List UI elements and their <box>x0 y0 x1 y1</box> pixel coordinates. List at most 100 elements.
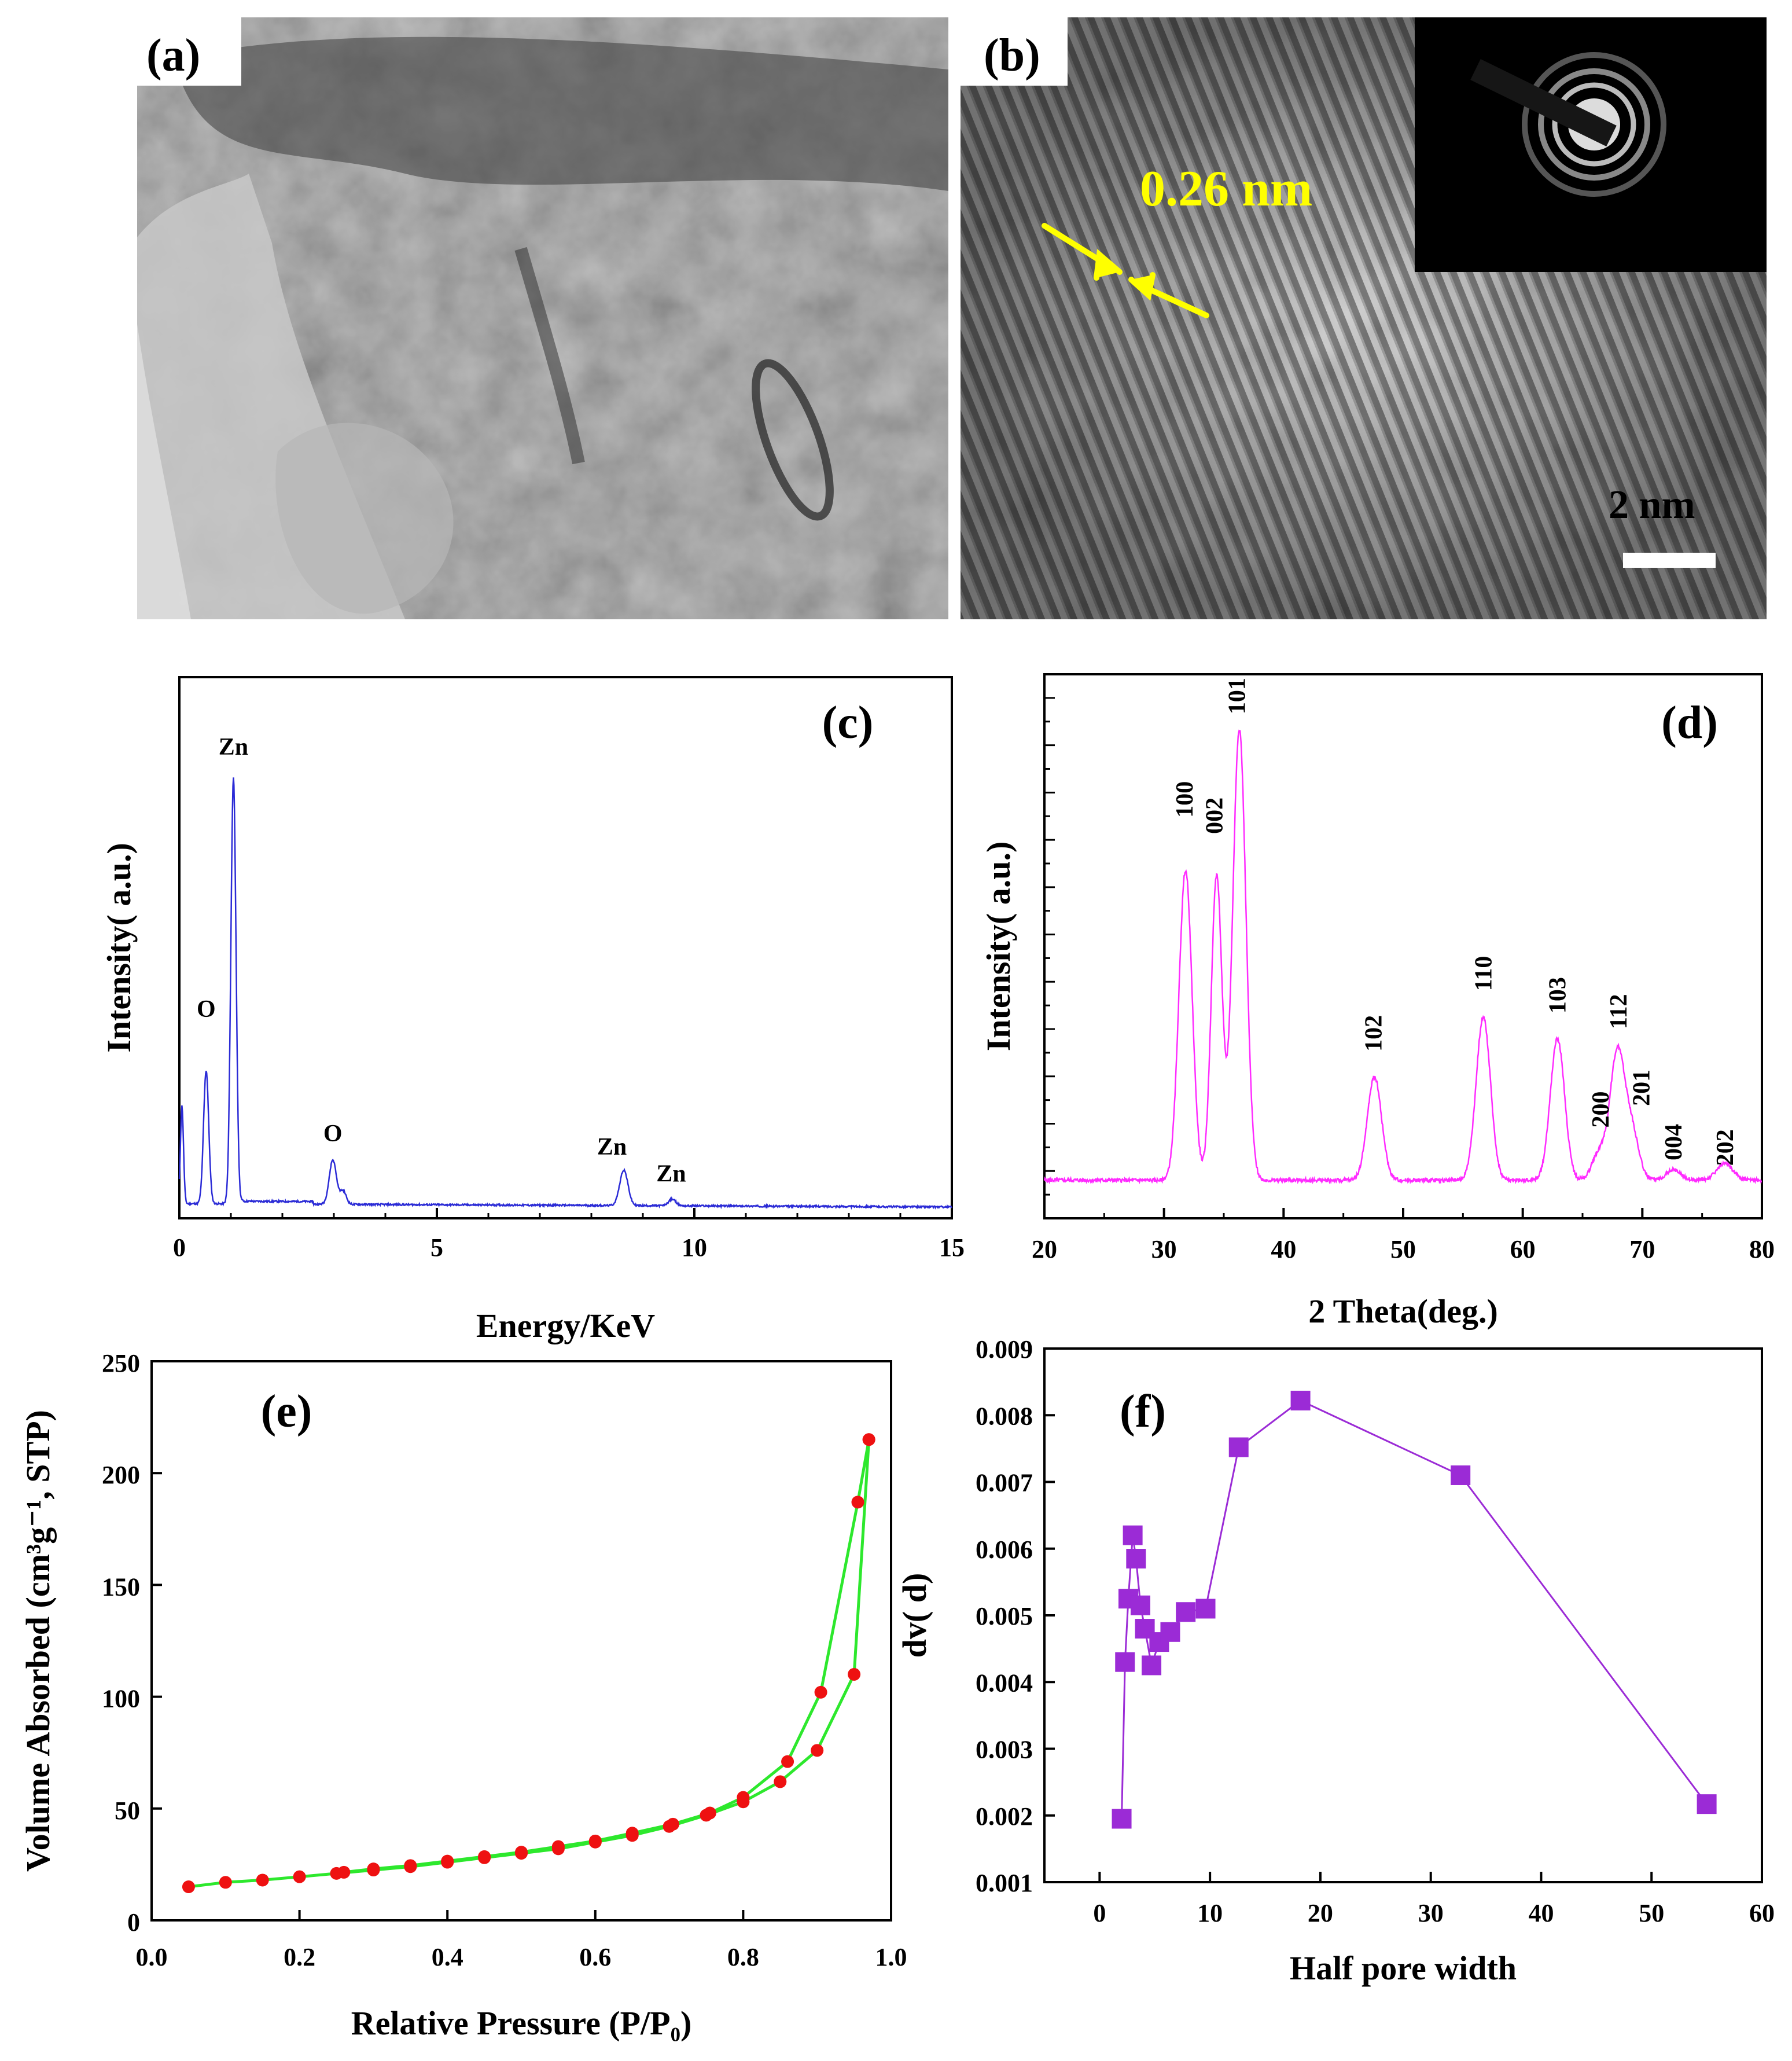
psd-point <box>1126 1549 1146 1568</box>
eds-spectrum-line <box>179 777 952 1208</box>
peak-label: 100 <box>1172 781 1198 818</box>
x-tick-label: 0 <box>1093 1899 1106 1927</box>
x-tick-label: 0.8 <box>727 1943 759 1971</box>
desorption-point <box>515 1846 528 1858</box>
desorption-point <box>863 1433 875 1446</box>
desorption-point <box>815 1686 827 1699</box>
x-axis-title: Relative Pressure (P/P₀) <box>351 2004 692 2042</box>
peak-label: 202 <box>1712 1129 1739 1166</box>
chart-f-pore-distribution: 0 10 20 30 40 50 60 0.001 0.002 0.003 0.004 0.005 0.… <box>896 1335 1775 1987</box>
x-tick-label: 30 <box>1151 1235 1177 1263</box>
y-tick-label: 0.003 <box>976 1736 1033 1764</box>
y-axis-title: Intensity( a.u.) <box>980 842 1017 1052</box>
y-tick-label: 100 <box>102 1685 140 1713</box>
desorption-point <box>552 1840 565 1853</box>
x-tick-label: 10 <box>1197 1899 1223 1927</box>
y-axis-title: Intensity( a.u.) <box>100 843 138 1053</box>
chart-c-eds: 0 5 10 15OZnOZnZn(c)Energy/KeVIntensity( a.… <box>100 677 965 1344</box>
desorption-point <box>404 1859 417 1872</box>
psd-point <box>1112 1809 1132 1829</box>
desorption-point <box>781 1755 794 1768</box>
desorption-point <box>737 1791 749 1803</box>
y-tick-label: 50 <box>115 1797 140 1825</box>
x-tick-label: 0.6 <box>579 1943 611 1971</box>
x-tick-label: 40 <box>1271 1235 1296 1263</box>
x-tick-label: 50 <box>1639 1899 1664 1927</box>
y-tick-label: 0 <box>127 1908 140 1937</box>
x-tick-label: 20 <box>1032 1235 1057 1263</box>
x-tick-label: 0.4 <box>432 1943 463 1971</box>
x-axis-title: Half pore width <box>1290 1949 1517 1987</box>
x-tick-label: 20 <box>1308 1899 1333 1927</box>
figure-canvas: (a) (b) 0.26 nm 2 nm 0 5 10 15OZnOZnZn(c)En… <box>0 0 1792 2061</box>
x-tick-label: 50 <box>1390 1235 1416 1263</box>
desorption-point <box>851 1496 864 1508</box>
peak-label: 002 <box>1201 798 1228 834</box>
y-axis-title: dv( d) <box>896 1573 933 1658</box>
y-tick-label: 200 <box>102 1461 140 1489</box>
peak-label: 101 <box>1224 678 1251 714</box>
adsorption-point <box>774 1775 786 1788</box>
scale-bar-label: 2 nm <box>1609 483 1695 527</box>
psd-point <box>1291 1391 1311 1410</box>
psd-point <box>1229 1438 1249 1457</box>
peak-label: Zn <box>219 734 248 761</box>
psd-point <box>1115 1652 1135 1672</box>
x-tick-label: 60 <box>1749 1899 1775 1927</box>
peak-label: 110 <box>1470 956 1497 991</box>
y-tick-label: 0.006 <box>976 1535 1033 1564</box>
x-tick-label: 0.0 <box>136 1943 168 1971</box>
y-tick-label: 0.004 <box>976 1669 1033 1697</box>
desorption-line <box>344 1439 869 1872</box>
adsorption-line <box>189 1439 869 1887</box>
plot-frame <box>152 1361 891 1920</box>
y-tick-label: 0.009 <box>976 1335 1033 1364</box>
panel-d-label: (d) <box>1661 697 1718 748</box>
y-tick-label: 0.008 <box>976 1402 1033 1430</box>
x-tick-label: 0.2 <box>284 1943 315 1971</box>
y-tick-label: 0.007 <box>976 1469 1033 1497</box>
desorption-point <box>441 1855 454 1868</box>
desorption-point <box>478 1850 491 1863</box>
adsorption-point <box>219 1876 232 1889</box>
psd-point <box>1176 1602 1195 1622</box>
panel-e-label: (e) <box>261 1386 312 1437</box>
adsorption-point <box>256 1873 269 1886</box>
peak-label: O <box>323 1120 343 1147</box>
adsorption-point <box>848 1668 860 1681</box>
peak-label: 102 <box>1360 1015 1387 1052</box>
peak-label: 004 <box>1661 1124 1687 1160</box>
plot-frame <box>179 677 952 1218</box>
desorption-point <box>589 1835 602 1847</box>
panel-b: (b) 0.26 nm 2 nm <box>961 10 1767 619</box>
peak-label: Zn <box>656 1160 686 1187</box>
x-axis-title: Energy/KeV <box>476 1307 655 1344</box>
peak-label: O <box>197 996 216 1023</box>
panel-a-label: (a) <box>146 30 200 81</box>
x-tick-label: 1.0 <box>875 1943 907 1971</box>
panel-a: (a) <box>137 10 948 619</box>
x-tick-label: 40 <box>1528 1899 1554 1927</box>
adsorption-point <box>293 1871 306 1883</box>
adsorption-point <box>811 1744 823 1757</box>
y-axis-title: Volume Absorbed (cm³g⁻¹, STP) <box>19 1410 57 1872</box>
panel-f-label: (f) <box>1120 1386 1166 1437</box>
x-tick-label: 0 <box>173 1233 186 1262</box>
psd-point <box>1697 1794 1717 1814</box>
y-tick-label: 0.001 <box>976 1869 1033 1897</box>
x-tick-label: 30 <box>1418 1899 1444 1927</box>
peak-label: 200 <box>1588 1092 1614 1128</box>
adsorption-point <box>182 1880 195 1893</box>
xrd-pattern-line <box>1044 730 1761 1182</box>
desorption-point <box>667 1818 679 1831</box>
x-tick-label: 70 <box>1629 1235 1655 1263</box>
y-tick-label: 150 <box>102 1573 140 1601</box>
chart-d-xrd: 20 30 40 50 60 70 80 100 002 101 102 110 103 200 112 20… <box>980 674 1775 1330</box>
psd-point <box>1123 1526 1143 1545</box>
x-tick-label: 80 <box>1749 1235 1775 1263</box>
psd-point <box>1451 1465 1470 1485</box>
panel-c-label: (c) <box>822 697 874 748</box>
peak-label: 112 <box>1606 994 1632 1029</box>
x-axis-title: 2 Theta(deg.) <box>1308 1292 1498 1330</box>
peak-label: Zn <box>597 1134 627 1160</box>
